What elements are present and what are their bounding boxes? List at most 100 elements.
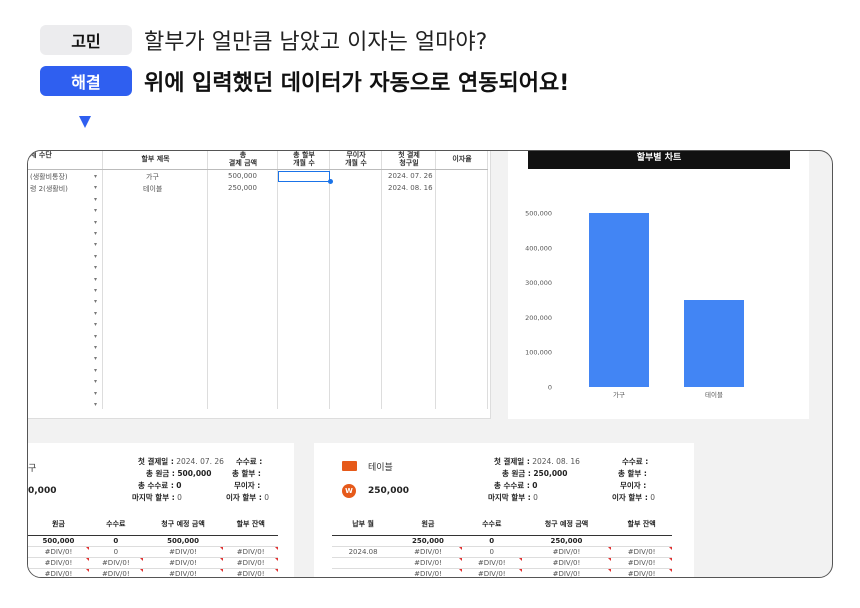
table-cell[interactable]: #DIV/0! (461, 568, 522, 577)
card2-principal-label: 총 원금 : (502, 469, 531, 478)
row2-title[interactable]: 테이블 (143, 185, 163, 193)
dropdown-arrow-icon[interactable]: ▾ (94, 309, 98, 317)
table-cell[interactable]: 250,000 (394, 535, 462, 547)
y-tick-label: 400,000 (525, 244, 552, 252)
table-cell[interactable] (332, 568, 395, 577)
col-method (28, 151, 103, 409)
table-row: #DIV/0! #DIV/0! #DIV/0! #DIV/0! (332, 568, 672, 577)
card1-last-label: 마지막 할부 : (132, 493, 175, 502)
table-cell[interactable] (611, 535, 672, 547)
dropdown-arrow-icon[interactable]: ▾ (94, 241, 98, 249)
dropdown-arrow-icon[interactable]: ▾ (94, 332, 98, 340)
table-row: #DIV/0! #DIV/0! #DIV/0! #DIV/0! (28, 557, 278, 569)
row2-amount[interactable]: 250,000 (228, 184, 257, 192)
table-cell[interactable]: #DIV/0! (142, 546, 224, 558)
table-cell[interactable]: #DIV/0! (28, 568, 89, 577)
table-cell[interactable]: #DIV/0! (142, 568, 224, 577)
dropdown-arrow-icon[interactable]: ▾ (94, 275, 98, 283)
table-cell[interactable]: 0 (461, 535, 522, 547)
table-cell[interactable]: #DIV/0! (394, 568, 462, 577)
dropdown-arrow-icon[interactable]: ▾ (94, 344, 98, 351)
table-cell[interactable]: #DIV/0! (394, 546, 462, 558)
table-cell[interactable]: #DIV/0! (88, 568, 143, 577)
table-cell[interactable] (332, 535, 395, 547)
table-cell[interactable]: #DIV/0! (223, 557, 278, 569)
table-cell[interactable]: 250,000 (521, 535, 612, 547)
dropdown-arrow-icon[interactable]: ▾ (94, 366, 98, 374)
y-tick-label: 500,000 (525, 210, 552, 218)
table-cell[interactable] (332, 557, 395, 569)
card1-fee-label: 수수료 : (236, 457, 263, 466)
dropdown-arrow-icon[interactable]: ▾ (94, 401, 98, 408)
dropdown-arrow-icon[interactable]: ▾ (94, 264, 98, 272)
row1-amount[interactable]: 500,000 (228, 172, 257, 180)
col-date (382, 151, 436, 409)
screenshot-frame: 제 수단 할부 제목 총 결제 금액 총 할부 개월 수 무이자 개월 수 첫 … (27, 150, 833, 578)
table-row: 500,000 0 500,000 (28, 535, 278, 547)
dropdown-arrow-icon[interactable]: ▾ (94, 378, 98, 386)
table-cell[interactable]: #DIV/0! (28, 557, 89, 569)
dropdown-arrow-icon[interactable]: ▾ (94, 287, 98, 294)
table-cell[interactable]: #DIV/0! (142, 557, 224, 569)
table-cell[interactable]: 0 (88, 535, 143, 547)
table-cell[interactable] (223, 535, 278, 547)
dropdown-arrow-icon[interactable]: ▾ (94, 184, 98, 192)
bar[interactable] (684, 300, 744, 387)
table-cell[interactable]: 0 (461, 546, 522, 558)
card2-interest-value: 0 (650, 493, 655, 502)
row1-title[interactable]: 가구 (146, 173, 159, 181)
table-cell[interactable]: 500,000 (142, 535, 224, 547)
row2-date[interactable]: 2024. 08. 16 (388, 184, 433, 192)
row1-method[interactable]: (생활비통장) (30, 173, 68, 181)
y-tick-label: 100,000 (525, 349, 552, 357)
card2-th: 수수료 (461, 513, 522, 536)
row1-date[interactable]: 2024. 07. 26 (388, 172, 433, 180)
dropdown-arrow-icon[interactable]: ▾ (94, 173, 98, 180)
card2-first-label: 첫 결제일 : (494, 457, 530, 466)
dropdown-arrow-icon[interactable]: ▾ (94, 230, 98, 237)
y-tick-label: 0 (548, 384, 552, 392)
table-row: #DIV/0! #DIV/0! #DIV/0! #DIV/0! (332, 557, 672, 569)
y-tick-label: 300,000 (525, 279, 552, 287)
question-row: 고민 할부가 얼만큼 남았고 이자는 얼마야? (40, 24, 487, 56)
dropdown-arrow-icon[interactable]: ▾ (94, 218, 98, 226)
dropdown-arrow-icon[interactable]: ▾ (94, 389, 98, 397)
selected-cell[interactable] (278, 171, 330, 182)
table-cell[interactable]: 2024.08 (332, 546, 395, 558)
table-cell[interactable]: #DIV/0! (223, 568, 278, 577)
table-cell[interactable]: 500,000 (28, 535, 89, 547)
table-cell[interactable]: #DIV/0! (28, 546, 89, 558)
table-cell[interactable]: #DIV/0! (611, 557, 672, 569)
table-cell[interactable]: 0 (88, 546, 143, 558)
dropdown-arrow-icon[interactable]: ▾ (94, 207, 98, 215)
table-row: #DIV/0! #DIV/0! #DIV/0! #DIV/0! (28, 568, 278, 577)
answer-text: 위에 입력했던 데이터가 자동으로 연동되어요! (144, 71, 570, 96)
table-cell[interactable]: #DIV/0! (521, 568, 612, 577)
dropdown-arrow-icon[interactable]: ▾ (94, 355, 98, 363)
fill-handle[interactable] (328, 179, 333, 184)
header-free: 무이자 개월 수 (345, 151, 367, 167)
table-cell[interactable]: #DIV/0! (394, 557, 462, 569)
card1-interest-label: 이자 할부 : (226, 493, 262, 502)
dropdown-arrow-icon[interactable]: ▾ (94, 252, 98, 260)
table-cell[interactable]: #DIV/0! (521, 557, 612, 569)
table-cell[interactable]: #DIV/0! (611, 568, 672, 577)
bar[interactable] (589, 213, 649, 387)
dropdown-arrow-icon[interactable]: ▾ (94, 195, 98, 203)
table-cell[interactable]: #DIV/0! (223, 546, 278, 558)
card1-months-label: 총 할부 : (232, 469, 261, 478)
question-text: 할부가 얼만큼 남았고 이자는 얼마야? (144, 30, 488, 55)
x-tick-label: 테이블 (705, 390, 723, 399)
table-cell[interactable]: #DIV/0! (461, 557, 522, 569)
dropdown-arrow-icon[interactable]: ▾ (94, 321, 98, 329)
card2-fee-label: 수수료 : (622, 457, 649, 466)
header-title: 할부 제목 (141, 155, 170, 163)
table-cell[interactable]: #DIV/0! (88, 557, 143, 569)
card2-months-label: 총 할부 : (618, 469, 647, 478)
table-cell[interactable]: #DIV/0! (521, 546, 612, 558)
table-cell[interactable]: #DIV/0! (611, 546, 672, 558)
row2-method[interactable]: 령 2(생활비) (30, 185, 68, 193)
card1-th: 청구 예정 금액 (142, 513, 224, 536)
card2-principal-value: 250,000 (533, 469, 568, 478)
dropdown-arrow-icon[interactable]: ▾ (94, 298, 98, 306)
